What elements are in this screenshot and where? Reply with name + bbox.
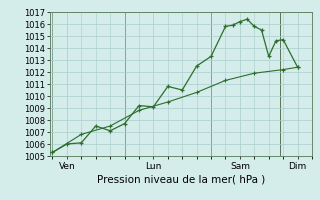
X-axis label: Pression niveau de la mer( hPa ): Pression niveau de la mer( hPa ) — [97, 175, 265, 185]
